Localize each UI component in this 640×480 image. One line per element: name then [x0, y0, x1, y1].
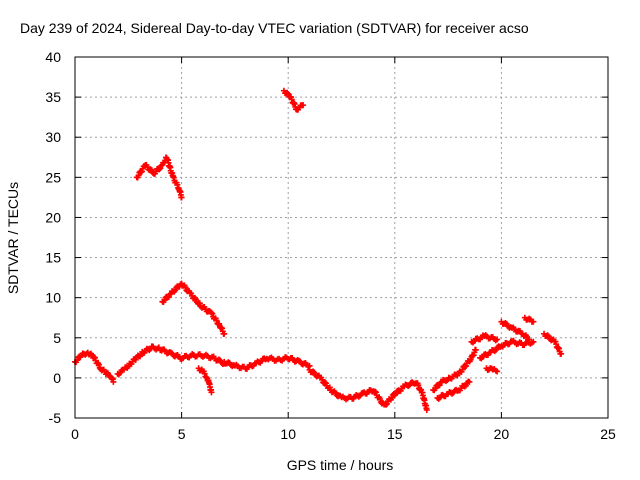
data-point	[544, 332, 551, 339]
y-tick-label: 35	[45, 89, 61, 105]
data-point	[494, 336, 501, 343]
data-point	[208, 389, 215, 396]
data-point	[558, 350, 565, 357]
y-tick-label: -5	[49, 410, 62, 426]
y-tick-label: 10	[45, 290, 61, 306]
data-point	[383, 401, 390, 408]
data-point	[216, 320, 223, 327]
x-tick-label: 15	[387, 426, 403, 442]
y-tick-label: 20	[45, 209, 61, 225]
grid	[75, 57, 608, 418]
data-point	[110, 378, 117, 385]
data-point	[208, 309, 215, 316]
ticks: 0 5 10 15 20 25 -5 0 5 10 15 20 25 30 35 40	[45, 49, 616, 442]
data-point	[377, 395, 384, 402]
data-point	[467, 356, 474, 363]
x-tick-label: 5	[178, 426, 186, 442]
data-point	[472, 346, 479, 353]
data-point	[326, 384, 333, 391]
data-point	[300, 102, 307, 109]
x-tick-label: 0	[71, 426, 79, 442]
data-point	[196, 300, 203, 307]
chart-title: Day 239 of 2024, Sidereal Day-to-day VTE…	[20, 20, 529, 36]
data-point	[466, 378, 473, 385]
data-point	[178, 194, 185, 201]
y-tick-label: 5	[53, 330, 61, 346]
data-point	[221, 330, 228, 337]
data-point	[526, 336, 533, 343]
y-tick-label: 15	[45, 250, 61, 266]
x-tick-label: 20	[494, 426, 510, 442]
data-point	[423, 406, 430, 413]
data-point	[135, 172, 142, 179]
data-point	[182, 284, 189, 291]
y-tick-label: 40	[45, 49, 61, 65]
data-point	[172, 287, 179, 294]
data-point	[494, 368, 501, 375]
data-point	[310, 368, 317, 375]
data-point	[461, 383, 468, 390]
y-tick-label: 30	[45, 129, 61, 145]
x-tick-label: 10	[280, 426, 296, 442]
data-point	[530, 318, 537, 325]
y-tick-label: 0	[53, 370, 61, 386]
data-point	[322, 379, 329, 386]
y-tick-label: 25	[45, 169, 61, 185]
data-point	[192, 296, 199, 303]
y-axis-label: SDTVAR / TECUs	[5, 182, 21, 294]
data-point	[156, 166, 163, 173]
data-points	[72, 87, 565, 413]
data-point	[209, 310, 216, 317]
data-point	[201, 370, 208, 377]
x-axis-label: GPS time / hours	[287, 457, 394, 473]
plot-frame	[74, 56, 609, 419]
data-point	[213, 317, 220, 324]
x-tick-label: 25	[600, 426, 616, 442]
data-point	[530, 338, 537, 345]
data-point	[166, 291, 173, 298]
